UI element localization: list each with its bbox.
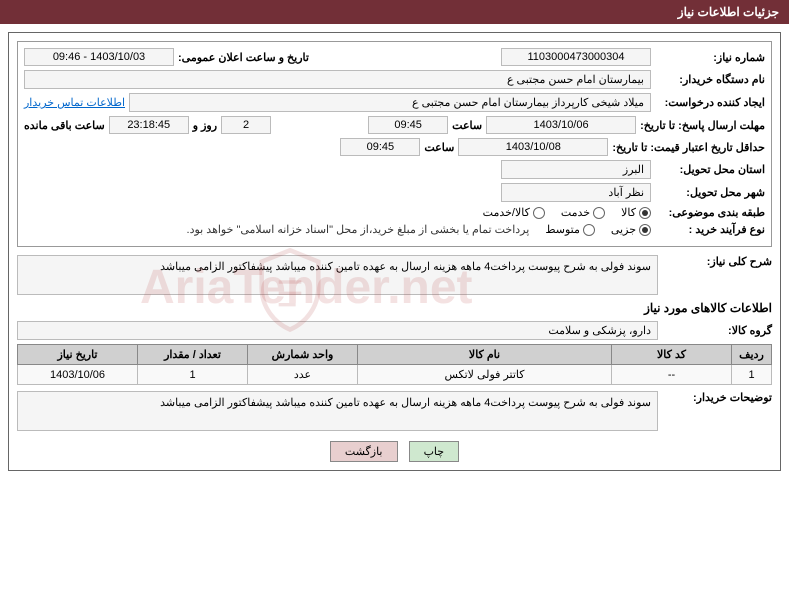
form-panel: شماره نیاز: 1103000473000304 تاریخ و ساع… [17, 41, 772, 247]
time-left-value: 23:18:45 [109, 116, 189, 134]
goods-info-title: اطلاعات کالاهای مورد نیاز [17, 301, 772, 315]
radio-goods-service[interactable]: کالا/خدمت [483, 206, 545, 219]
th-qty: تعداد / مقدار [138, 345, 248, 365]
description-label: شرح کلی نیاز: [662, 255, 772, 268]
need-number-value: 1103000473000304 [501, 48, 651, 66]
row-description: شرح کلی نیاز: سوند فولی به شرح پیوست پرد… [17, 255, 772, 295]
announce-date-value: 1403/10/03 - 09:46 [24, 48, 174, 66]
td-date: 1403/10/06 [18, 365, 138, 385]
buyer-notes-value: سوند فولی به شرح پیوست پرداخت4 ماهه هزین… [17, 391, 658, 431]
buyer-notes-label: توضیحات خریدار: [662, 391, 772, 404]
row-goods-group: گروه کالا: دارو، پزشکی و سلامت [17, 321, 772, 340]
province-label: استان محل تحویل: [655, 163, 765, 176]
buyer-org-label: نام دستگاه خریدار: [655, 73, 765, 86]
radio-minor[interactable]: جزیی [611, 223, 651, 236]
days-left-label: روز و [193, 119, 217, 132]
radio-goods[interactable]: کالا [621, 206, 651, 219]
th-date: تاریخ نیاز [18, 345, 138, 365]
row-validity: حداقل تاریخ اعتبار قیمت: تا تاریخ: 1403/… [24, 138, 765, 156]
goods-group-label: گروه کالا: [662, 324, 772, 337]
requester-value: میلاد شیخی کارپرداز بیمارستان امام حسن م… [129, 93, 651, 112]
requester-label: ایجاد کننده درخواست: [655, 96, 765, 109]
radio-service[interactable]: خدمت [561, 206, 605, 219]
row-buyer-org: نام دستگاه خریدار: بیمارستان امام حسن مج… [24, 70, 765, 89]
td-unit: عدد [248, 365, 358, 385]
td-name: کاتتر فولی لاتکس [358, 365, 612, 385]
hour-label-1: ساعت [452, 119, 482, 132]
deadline-date-value: 1403/10/06 [486, 116, 636, 134]
category-label: طبقه بندی موضوعی: [655, 206, 765, 219]
buyer-org-value: بیمارستان امام حسن مجتبی ع [24, 70, 651, 89]
row-purchase-type: نوع فرآیند خرید : جزیی متوسط پرداخت تمام… [24, 223, 765, 236]
city-value: نظر آباد [501, 183, 651, 202]
row-city: شهر محل تحویل: نظر آباد [24, 183, 765, 202]
hour-label-2: ساعت [424, 141, 454, 154]
validity-date-value: 1403/10/08 [458, 138, 608, 156]
back-button[interactable]: بازگشت [330, 441, 398, 462]
goods-group-value: دارو، پزشکی و سلامت [17, 321, 658, 340]
validity-time-value: 09:45 [340, 138, 420, 156]
row-need-number: شماره نیاز: 1103000473000304 تاریخ و ساع… [24, 48, 765, 66]
button-row: چاپ بازگشت [17, 441, 772, 462]
th-row: ردیف [732, 345, 772, 365]
goods-table: ردیف کد کالا نام کالا واحد شمارش تعداد /… [17, 344, 772, 385]
th-code: کد کالا [612, 345, 732, 365]
time-left-label: ساعت باقی مانده [24, 119, 105, 132]
announce-date-label: تاریخ و ساعت اعلان عمومی: [178, 51, 309, 64]
td-qty: 1 [138, 365, 248, 385]
deadline-label: مهلت ارسال پاسخ: تا تاریخ: [640, 119, 765, 132]
radio-medium-icon [583, 224, 595, 236]
city-label: شهر محل تحویل: [655, 186, 765, 199]
row-deadline: مهلت ارسال پاسخ: تا تاریخ: 1403/10/06 سا… [24, 116, 765, 134]
row-requester: ایجاد کننده درخواست: میلاد شیخی کارپرداز… [24, 93, 765, 112]
radio-goods-service-icon [533, 207, 545, 219]
deadline-time-value: 09:45 [368, 116, 448, 134]
radio-service-label: خدمت [561, 206, 590, 219]
province-value: البرز [501, 160, 651, 179]
td-row: 1 [732, 365, 772, 385]
radio-medium[interactable]: متوسط [545, 223, 595, 236]
td-code: -- [612, 365, 732, 385]
page-header: جزئیات اطلاعات نیاز [0, 0, 789, 24]
radio-goods-service-label: کالا/خدمت [483, 206, 530, 219]
validity-label: حداقل تاریخ اعتبار قیمت: تا تاریخ: [612, 141, 765, 154]
purchase-note: پرداخت تمام یا بخشی از مبلغ خرید،از محل … [187, 223, 530, 236]
main-container: AriaTender.net شماره نیاز: 1103000473000… [8, 32, 781, 471]
row-buyer-notes: توضیحات خریدار: سوند فولی به شرح پیوست پ… [17, 391, 772, 431]
days-left-value: 2 [221, 116, 271, 134]
table-header-row: ردیف کد کالا نام کالا واحد شمارش تعداد /… [18, 345, 772, 365]
radio-medium-label: متوسط [545, 223, 580, 236]
table-row: 1 -- کاتتر فولی لاتکس عدد 1 1403/10/06 [18, 365, 772, 385]
row-category: طبقه بندی موضوعی: کالا خدمت کالا/خدمت [24, 206, 765, 219]
th-unit: واحد شمارش [248, 345, 358, 365]
purchase-type-label: نوع فرآیند خرید : [655, 223, 765, 236]
page-title: جزئیات اطلاعات نیاز [678, 5, 779, 19]
contact-link[interactable]: اطلاعات تماس خریدار [24, 96, 125, 109]
th-name: نام کالا [358, 345, 612, 365]
radio-minor-label: جزیی [611, 223, 636, 236]
need-number-label: شماره نیاز: [655, 51, 765, 64]
radio-goods-icon [639, 207, 651, 219]
print-button[interactable]: چاپ [409, 441, 460, 462]
description-value: سوند فولی به شرح پیوست پرداخت4 ماهه هزین… [17, 255, 658, 295]
radio-goods-label: کالا [621, 206, 636, 219]
radio-service-icon [593, 207, 605, 219]
row-province: استان محل تحویل: البرز [24, 160, 765, 179]
radio-minor-icon [639, 224, 651, 236]
